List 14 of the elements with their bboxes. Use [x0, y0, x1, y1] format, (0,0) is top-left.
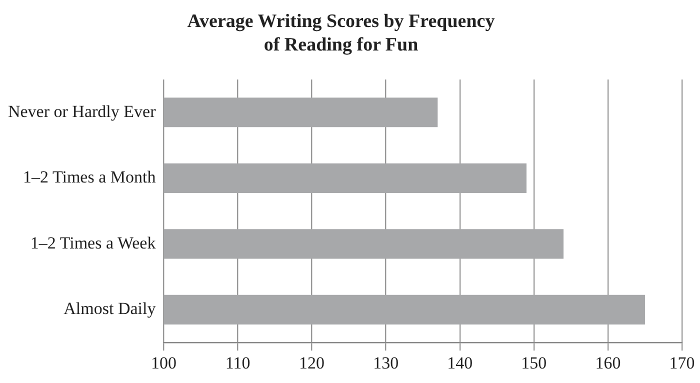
x-tick-label: 120: [299, 353, 325, 372]
text: Average Writing Scores by Frequency: [187, 10, 495, 32]
x-tick-label: 110: [225, 353, 250, 372]
y-tick-label: Almost Daily: [64, 299, 156, 318]
text: of Reading for Fun: [264, 34, 418, 56]
x-tick-label: 150: [521, 353, 547, 372]
x-tick-label: 130: [373, 353, 399, 372]
y-tick-label: 1–2 Times a Week: [30, 233, 156, 252]
x-tick-label: 170: [669, 353, 695, 372]
y-tick-label: Never or Hardly Ever: [8, 102, 156, 121]
x-tick-label: 140: [447, 353, 473, 372]
x-tick-label: 100: [150, 353, 176, 372]
y-tick-label: 1–2 Times a Month: [23, 168, 156, 187]
x-tick-label: 160: [595, 353, 621, 372]
